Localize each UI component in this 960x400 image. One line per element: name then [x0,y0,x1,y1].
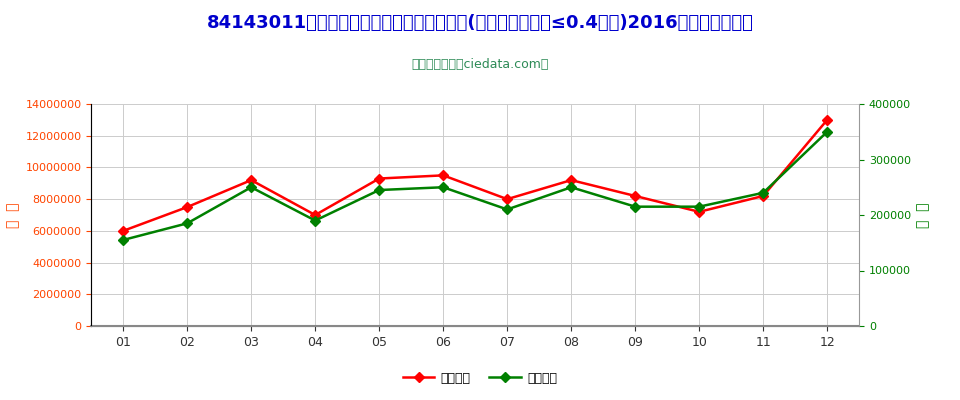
进口美元 [309,213,321,218]
进口数量 [309,218,321,223]
进口美元 [822,118,833,122]
进口美元 [565,178,577,182]
Line: 进口数量: 进口数量 [120,128,830,244]
Legend: 进口美元, 进口数量: 进口美元, 进口数量 [398,367,562,390]
进口美元 [246,178,257,182]
Y-axis label: 金  额: 金 额 [6,202,20,228]
进口数量 [565,185,577,190]
进口数量 [438,185,449,190]
进口数量 [501,207,513,212]
进口数量 [373,188,385,192]
进口美元 [501,197,513,202]
进口美元 [181,205,193,210]
Line: 进口美元: 进口美元 [120,116,830,234]
进口美元 [373,176,385,181]
Text: 进出口服务网（ciedata.com）: 进出口服务网（ciedata.com） [411,58,549,71]
进口美元 [630,194,641,198]
进口数量 [630,204,641,209]
进口数量 [757,190,769,195]
Y-axis label: 数  量: 数 量 [917,202,930,228]
进口数量 [246,185,257,190]
进口美元 [117,228,129,233]
进口美元 [438,173,449,178]
进口数量 [693,204,705,209]
进口美元 [757,194,769,198]
进口数量 [181,221,193,226]
进口数量 [822,129,833,134]
进口美元 [693,210,705,214]
Text: 84143011小型电驱动冷藏或冷冻箱用压缩机(电动机额定功率≤0.4千瓦)2016年进口月度走势: 84143011小型电驱动冷藏或冷冻箱用压缩机(电动机额定功率≤0.4千瓦)20… [206,14,754,32]
进口数量 [117,238,129,242]
